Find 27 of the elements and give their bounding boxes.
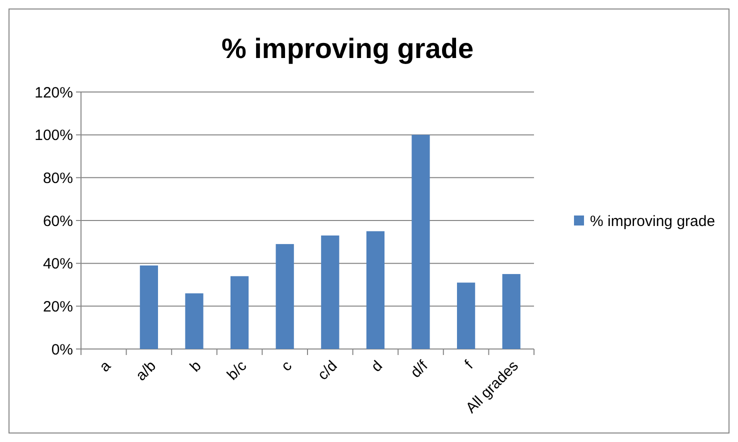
y-tick-label: 120% xyxy=(34,84,73,102)
x-tick-label: c/d xyxy=(314,358,341,384)
x-tick-label: d/f xyxy=(407,356,432,382)
y-tick-label: 80% xyxy=(42,170,73,187)
x-tick-label: b xyxy=(186,358,205,376)
bar xyxy=(456,282,476,349)
bar xyxy=(321,235,340,349)
y-tick-label: 100% xyxy=(34,127,73,144)
bar xyxy=(412,134,430,349)
chart-title: % improving grade xyxy=(221,33,474,64)
x-tick-label: d xyxy=(368,358,386,376)
bar xyxy=(502,274,520,349)
x-tick-label: c xyxy=(278,357,296,375)
x-tick-label: a xyxy=(96,357,115,376)
bar xyxy=(140,265,158,349)
bar xyxy=(230,276,249,349)
x-tick-label: b/c xyxy=(224,357,250,384)
x-tick-label: f xyxy=(462,356,478,372)
y-tick-label: 0% xyxy=(51,341,73,358)
x-tick-label: a/b xyxy=(132,358,160,384)
y-tick-label: 20% xyxy=(42,298,73,316)
y-tick-label: 40% xyxy=(42,256,73,273)
bar xyxy=(185,293,204,349)
legend-label: % improving grade xyxy=(590,212,716,230)
bar xyxy=(276,244,294,349)
bar xyxy=(366,231,385,349)
y-tick-label: 60% xyxy=(42,212,73,230)
